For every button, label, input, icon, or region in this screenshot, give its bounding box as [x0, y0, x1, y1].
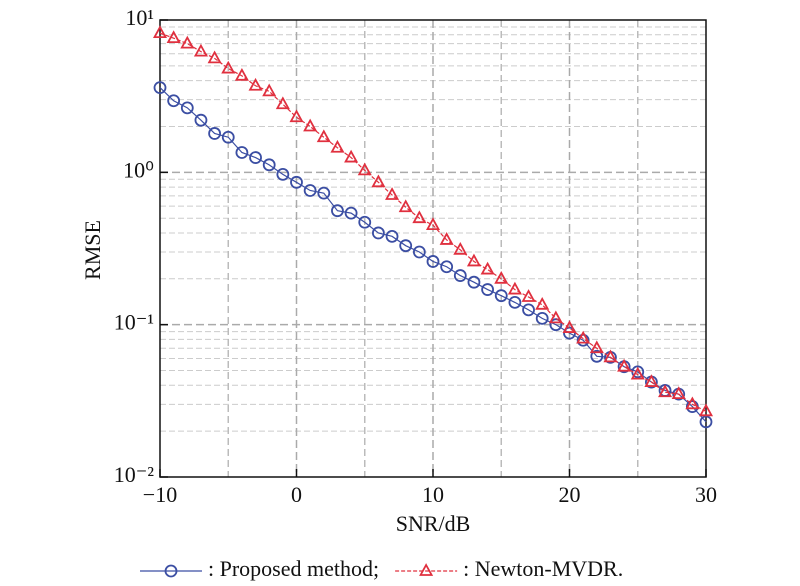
x-tick-label: 20 [559, 482, 581, 507]
data-point [262, 83, 277, 97]
data-point [644, 374, 659, 387]
plot-frame [159, 19, 707, 478]
data-point [316, 129, 331, 143]
data-point [412, 245, 426, 259]
data-point [425, 217, 441, 231]
data-point [317, 186, 331, 200]
data-point [453, 241, 468, 255]
data-point [481, 283, 495, 296]
data-point [357, 162, 372, 176]
data-point [685, 396, 700, 410]
y-tick-label: 10⁻¹ [114, 310, 154, 335]
data-point [344, 206, 358, 220]
legend-label: : Newton-MVDR. [463, 556, 623, 581]
data-point [194, 113, 208, 127]
data-point [167, 94, 181, 108]
data-point [576, 333, 590, 347]
y-tick-label: 10⁰ [123, 157, 154, 182]
data-point [371, 174, 386, 188]
data-point [426, 255, 440, 268]
data-point [603, 349, 618, 363]
data-point [549, 318, 563, 332]
data-point [344, 149, 359, 163]
legend-label: : Proposed method; [208, 556, 379, 581]
data-point [535, 296, 550, 310]
data-point [508, 296, 522, 309]
data-point [358, 215, 372, 229]
data-point [398, 199, 413, 213]
data-point [330, 139, 345, 153]
data-point [494, 289, 508, 303]
data-point [590, 349, 604, 363]
series-line [159, 32, 707, 412]
data-point [276, 167, 290, 181]
data-point [153, 81, 167, 94]
x-tick-label: 10 [422, 482, 444, 507]
data-point [440, 260, 454, 274]
data-point [385, 187, 400, 200]
data-point [522, 303, 535, 317]
data-point [249, 151, 262, 164]
data-point [371, 226, 385, 240]
data-point [262, 158, 276, 172]
data-point [289, 109, 304, 123]
data-point [331, 204, 344, 218]
data-point [467, 275, 481, 289]
data-point [180, 35, 195, 49]
data-point [303, 118, 318, 132]
x-tick-label: 0 [291, 482, 302, 507]
data-point [562, 320, 577, 333]
data-point [221, 60, 236, 74]
data-point [166, 30, 181, 44]
data-point [439, 232, 454, 245]
data-point [221, 130, 235, 144]
data-point [235, 146, 249, 159]
data-point [576, 330, 591, 344]
legend-marker [164, 564, 178, 578]
legend-marker [419, 563, 434, 576]
y-axis-label: RMSE [80, 220, 105, 280]
data-point [535, 311, 549, 325]
data-point [208, 127, 222, 140]
data-point [589, 340, 604, 354]
data-point [507, 281, 522, 295]
data-point [671, 386, 686, 400]
data-point [521, 289, 536, 302]
data-point [630, 366, 645, 380]
data-point [494, 270, 509, 284]
data-point [385, 229, 399, 243]
data-point [152, 25, 168, 39]
data-point [548, 310, 563, 324]
x-tick-label: −10 [143, 482, 177, 507]
data-point [466, 253, 481, 267]
data-point [180, 101, 194, 115]
data-point [248, 77, 263, 91]
x-axis-label: SNR/dB [396, 511, 471, 536]
data-point [234, 67, 249, 81]
y-tick-label: 10¹ [125, 5, 154, 30]
data-point [563, 326, 576, 340]
data-point [412, 210, 427, 224]
data-point [480, 261, 495, 275]
data-point [699, 415, 713, 429]
data-point [617, 358, 632, 372]
data-point [275, 96, 290, 110]
data-point [303, 184, 317, 197]
data-point [399, 239, 413, 253]
data-point [207, 50, 222, 64]
data-point [658, 384, 673, 398]
x-tick-label: 30 [695, 482, 717, 507]
data-point [193, 43, 208, 57]
data-point [698, 403, 714, 417]
data-point [290, 175, 303, 189]
y-tick-label: 10⁻² [114, 462, 155, 487]
data-point [453, 269, 467, 282]
